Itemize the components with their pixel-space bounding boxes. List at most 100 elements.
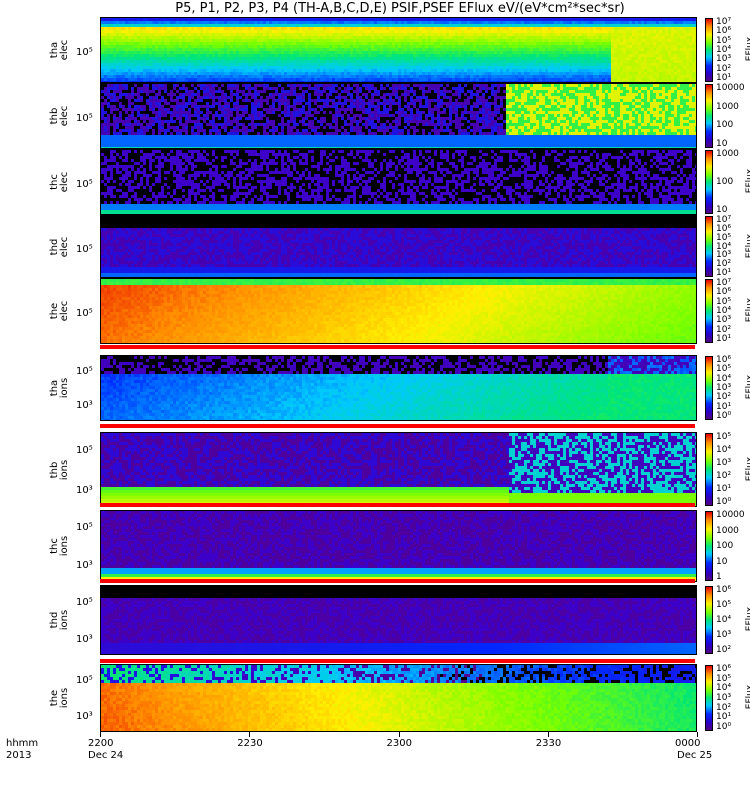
heatmap-cell	[353, 36, 356, 39]
heatmap-cell	[383, 36, 386, 39]
heatmap-cell	[656, 33, 659, 36]
heatmap-cell	[572, 51, 575, 54]
heatmap-cell	[125, 114, 128, 117]
heatmap-cell	[290, 45, 293, 48]
heatmap-cell	[191, 33, 194, 36]
heatmap-cell	[395, 60, 398, 63]
heatmap-cell	[371, 39, 374, 42]
heatmap-cell	[404, 27, 407, 30]
heatmap-cell	[545, 18, 548, 21]
heatmap-cell	[122, 84, 125, 87]
heatmap-cell	[356, 66, 359, 69]
heatmap-cell	[467, 39, 470, 42]
heatmap-cell	[176, 96, 179, 99]
heatmap-cell	[191, 78, 194, 81]
heatmap-cell	[515, 24, 518, 27]
heatmap-cell	[392, 57, 395, 60]
heatmap-cell	[287, 30, 290, 33]
heatmap-cell	[413, 60, 416, 63]
heatmap-cell	[692, 42, 695, 45]
heatmap-cell	[107, 57, 110, 60]
heatmap-cell	[194, 69, 197, 72]
heatmap-cell	[188, 45, 191, 48]
heatmap-cell	[611, 57, 614, 60]
heatmap-cell	[482, 63, 485, 66]
heatmap-cell	[665, 57, 668, 60]
heatmap-cell	[572, 48, 575, 51]
heatmap-cell	[635, 21, 638, 24]
heatmap-cell	[125, 138, 128, 141]
heatmap-cell	[149, 144, 152, 147]
heatmap-cell	[560, 48, 563, 51]
heatmap-cell	[419, 33, 422, 36]
heatmap-cell	[386, 57, 389, 60]
heatmap-cell	[320, 39, 323, 42]
heatmap-cell	[581, 30, 584, 33]
heatmap-cell	[488, 66, 491, 69]
heatmap-cell	[233, 75, 236, 78]
heatmap-cell	[539, 78, 542, 81]
heatmap-cell	[494, 78, 497, 81]
heatmap-cell	[629, 48, 632, 51]
heatmap-cell	[572, 36, 575, 39]
heatmap-cell	[332, 33, 335, 36]
heatmap-cell	[446, 21, 449, 24]
heatmap-cell	[296, 24, 299, 27]
heatmap-cell	[617, 72, 620, 75]
heatmap-cell	[452, 57, 455, 60]
heatmap-cell	[338, 18, 341, 21]
heatmap-cell	[266, 54, 269, 57]
heatmap-cell	[437, 39, 440, 42]
heatmap-cell	[233, 48, 236, 51]
heatmap-cell	[164, 84, 167, 87]
heatmap-cell	[386, 30, 389, 33]
heatmap-cell	[224, 30, 227, 33]
heatmap-cell	[167, 87, 170, 90]
heatmap-cell	[647, 66, 650, 69]
heatmap-cell	[119, 45, 122, 48]
heatmap-cell	[464, 42, 467, 45]
heatmap-cell	[278, 21, 281, 24]
heatmap-cell	[182, 27, 185, 30]
heatmap-cell	[155, 90, 158, 93]
heatmap-cell	[440, 72, 443, 75]
heatmap-cell	[497, 81, 500, 82]
heatmap-cell	[653, 33, 656, 36]
heatmap-cell	[506, 36, 509, 39]
heatmap-cell	[545, 57, 548, 60]
heatmap-cell	[371, 30, 374, 33]
heatmap-cell	[281, 78, 284, 81]
heatmap-cell	[113, 48, 116, 51]
heatmap-cell	[569, 66, 572, 69]
heatmap-cell	[389, 51, 392, 54]
heatmap-cell	[560, 78, 563, 81]
heatmap-cell	[557, 48, 560, 51]
heatmap-cell	[146, 87, 149, 90]
heatmap-cell	[299, 18, 302, 21]
heatmap-cell	[626, 39, 629, 42]
heatmap-cell	[383, 57, 386, 60]
heatmap-cell	[629, 54, 632, 57]
heatmap-cell	[527, 45, 530, 48]
heatmap-cell	[161, 138, 164, 141]
heatmap-cell	[332, 24, 335, 27]
heatmap-cell	[110, 120, 113, 123]
heatmap-cell	[608, 36, 611, 39]
heatmap-cell	[476, 54, 479, 57]
heatmap-cell	[305, 66, 308, 69]
heatmap-cell	[131, 123, 134, 126]
heatmap-cell	[197, 57, 200, 60]
heatmap-cell	[377, 57, 380, 60]
heatmap-cell	[113, 120, 116, 123]
heatmap-cell	[146, 63, 149, 66]
heatmap-cell	[494, 63, 497, 66]
heatmap-cell	[143, 21, 146, 24]
heatmap-cell	[425, 57, 428, 60]
heatmap-cell	[515, 51, 518, 54]
heatmap-cell	[104, 66, 107, 69]
heatmap-cell	[593, 30, 596, 33]
heatmap-cell	[311, 69, 314, 72]
heatmap-cell	[263, 36, 266, 39]
heatmap-cell	[386, 78, 389, 81]
heatmap-cell	[161, 147, 164, 148]
